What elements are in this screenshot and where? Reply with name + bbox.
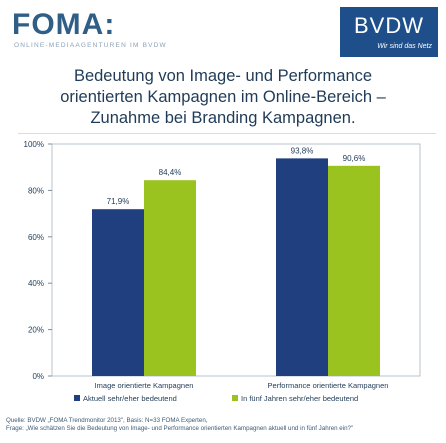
y-tick-label: 100% <box>24 140 44 149</box>
legend-swatch <box>74 395 80 401</box>
bvdw-logo: BVDW Wir sind das Netz <box>340 7 438 57</box>
title-line-1: Bedeutung von Image- und Performance <box>73 67 373 85</box>
legend-label: In fünf Jahren sehr/eher bedeutend <box>241 394 358 403</box>
title-divider <box>18 133 436 134</box>
data-label: 93,8% <box>291 146 314 155</box>
source-line: Quelle: BVDW „FOMA Trendmonitor 2013", B… <box>6 417 208 424</box>
question-line: Frage: „Wie schätzen Sie die Bedeutung v… <box>6 425 354 432</box>
bar-five-years-image <box>144 180 196 376</box>
foma-logo-subtitle: ONLINE-MEDIAAGENTUREN IM BVDW <box>14 42 167 49</box>
category-label: Image orientierte Kampagnen <box>95 381 194 390</box>
plot-area <box>51 143 421 377</box>
legend-swatch <box>232 395 238 401</box>
foma-logo: FOMA: <box>12 8 116 41</box>
bar-five-years-performance <box>328 165 380 376</box>
legend-label: Aktuell sehr/eher bedeutend <box>83 394 177 403</box>
y-tick-label: 20% <box>28 326 44 335</box>
category-label: Performance orientierte Kampagnen <box>268 381 389 390</box>
data-label: 71,9% <box>107 197 130 206</box>
data-label: 84,4% <box>159 168 182 177</box>
y-tick-label: 60% <box>28 233 44 242</box>
y-tick-label: 80% <box>28 186 44 195</box>
y-tick-label: 0% <box>32 372 44 381</box>
title-line-3: Zunahme bei Branding Kampagnen. <box>90 109 356 127</box>
data-label: 90,6% <box>343 154 366 163</box>
bar-current-image <box>92 209 144 376</box>
source-footer: Quelle: BVDW „FOMA Trendmonitor 2013", B… <box>6 417 446 433</box>
header: FOMA: ONLINE-MEDIAAGENTUREN IM BVDW BVDW… <box>0 0 446 60</box>
bvdw-logo-text: BVDW <box>354 13 424 38</box>
bar-current-performance <box>276 158 328 376</box>
bvdw-tagline: Wir sind das Netz <box>377 43 432 50</box>
title-line-2: orientierten Kampagnen im Online-Bereich… <box>60 88 386 106</box>
chart-title: Bedeutung von Image- und Performance ori… <box>0 66 446 129</box>
y-tick-label: 40% <box>28 279 44 288</box>
bar-chart: 0% 20% 40% 60% 80% 100% 71,9% 84,4% Image orient… <box>24 140 421 403</box>
